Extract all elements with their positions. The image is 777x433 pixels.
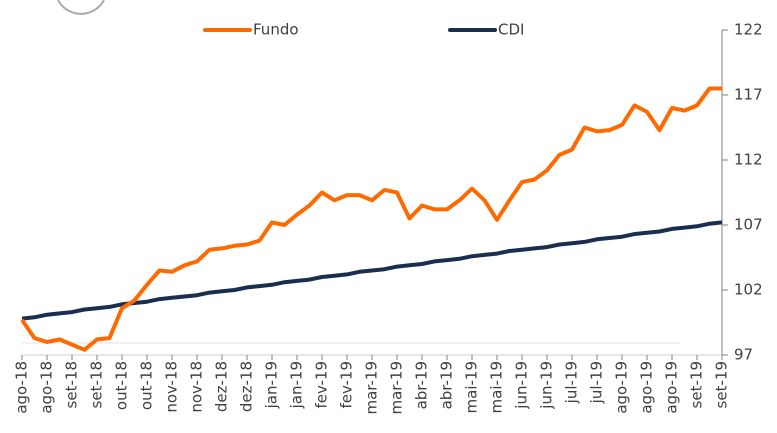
x-tick-label: jan-19	[288, 361, 306, 409]
y-tick-label: 117	[734, 86, 763, 104]
x-tick-label: set-18	[63, 361, 81, 408]
x-tick-label: jun-19	[513, 361, 531, 410]
series-line	[21, 220, 723, 321]
x-tick-label: dez-18	[238, 361, 256, 412]
x-tick-label: nov-18	[188, 361, 206, 413]
y-tick-label: 97	[734, 346, 753, 364]
x-tick-label: dez-18	[213, 361, 231, 412]
x-tick-label: mar-19	[388, 361, 406, 415]
y-tick-label: 122	[734, 21, 763, 39]
series-line	[20, 86, 722, 352]
x-tick-label: abr-19	[413, 361, 431, 409]
x-tick-label: set-18	[88, 361, 106, 408]
x-tick-label: ago-19	[613, 361, 631, 414]
logo	[57, 0, 105, 15]
x-tick-label: ago-18	[38, 361, 56, 414]
x-tick-label: out-18	[138, 361, 156, 410]
legend-label: CDI	[498, 21, 524, 39]
y-tick-label: 102	[734, 281, 763, 299]
x-tick-label: jun-19	[538, 361, 556, 410]
legend-label: Fundo	[253, 21, 299, 39]
x-tick-label: mai-19	[488, 361, 506, 413]
x-tick-label: ago-19	[638, 361, 656, 414]
y-tick-label: 107	[734, 216, 763, 234]
x-tick-label: jul-19	[588, 361, 606, 404]
x-tick-label: fev-19	[313, 361, 331, 408]
x-tick-label: nov-18	[163, 361, 181, 413]
x-tick-label: mai-19	[463, 361, 481, 413]
x-tick-label: abr-19	[438, 361, 456, 409]
x-tick-label: ago-18	[13, 361, 31, 414]
x-tick-label: fev-19	[338, 361, 356, 408]
y-tick-label: 112	[734, 151, 763, 169]
x-tick-label: jul-19	[563, 361, 581, 404]
x-tick-label: mar-19	[363, 361, 381, 415]
x-tick-label: jan-19	[263, 361, 281, 409]
x-tick-label: set-19	[713, 361, 731, 408]
x-tick-label: ago-19	[663, 361, 681, 414]
x-tick-label: out-18	[113, 361, 131, 410]
x-tick-label: set-19	[688, 361, 706, 408]
